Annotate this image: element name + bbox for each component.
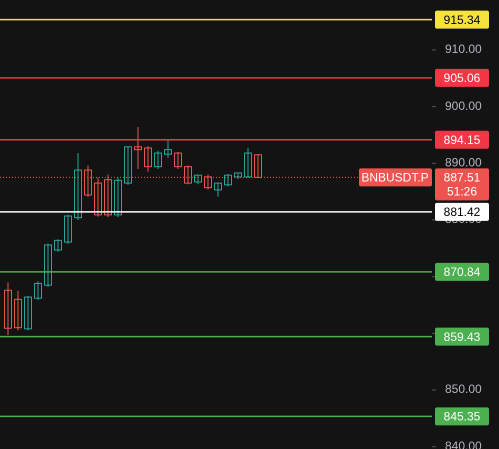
candle-body: [144, 147, 152, 168]
countdown-label: 51:26: [447, 185, 477, 199]
symbol-box: [359, 168, 432, 187]
level-label: 894.15: [444, 133, 481, 147]
candle-body: [114, 179, 122, 216]
level-label: 859.43: [444, 330, 481, 344]
level-label-box: [435, 10, 489, 29]
candle-body: [174, 152, 182, 168]
candle-body: [4, 289, 12, 329]
candle-body: [64, 215, 72, 243]
candle-body: [94, 182, 102, 216]
level-label-box: [435, 202, 489, 221]
candle-body: [44, 244, 52, 286]
candle-body: [134, 146, 142, 151]
level-label-box: [435, 68, 489, 87]
candle-body: [104, 179, 112, 216]
level-label-box: [435, 407, 489, 426]
candle-body: [204, 176, 212, 189]
level-label: 915.34: [444, 13, 481, 27]
candle-body: [154, 152, 162, 168]
candle-body: [24, 296, 32, 330]
candle-body: [244, 152, 252, 178]
candle-body: [124, 146, 132, 184]
candle-body: [34, 282, 42, 299]
level-label: 905.06: [444, 71, 481, 85]
y-tick-label: 910.00: [445, 42, 482, 56]
candle-body: [194, 174, 202, 183]
y-tick-label: 840.00: [445, 439, 482, 449]
candle-body: [184, 166, 192, 184]
candle-body: [234, 172, 242, 178]
candle-body: [84, 169, 92, 196]
candle-body: [214, 182, 222, 191]
level-label: 881.42: [444, 205, 481, 219]
candle-body: [224, 174, 232, 186]
y-tick-label: 850.00: [445, 382, 482, 396]
symbol-label: BNBUSDT.P: [361, 171, 428, 185]
level-label: 870.84: [444, 265, 481, 279]
candle-body: [54, 239, 62, 251]
level-label-box: [435, 327, 489, 346]
candle-body: [164, 149, 172, 155]
level-label-box: [435, 130, 489, 149]
level-label-box: [435, 262, 489, 281]
candle-body: [74, 169, 82, 219]
last-price-label: 887.51: [444, 171, 481, 185]
last-price-box: [435, 168, 489, 201]
candle-body: [14, 298, 22, 329]
y-tick-label: 890.00: [445, 155, 482, 169]
level-label: 845.35: [444, 410, 481, 424]
y-tick-label: 900.00: [445, 99, 482, 113]
